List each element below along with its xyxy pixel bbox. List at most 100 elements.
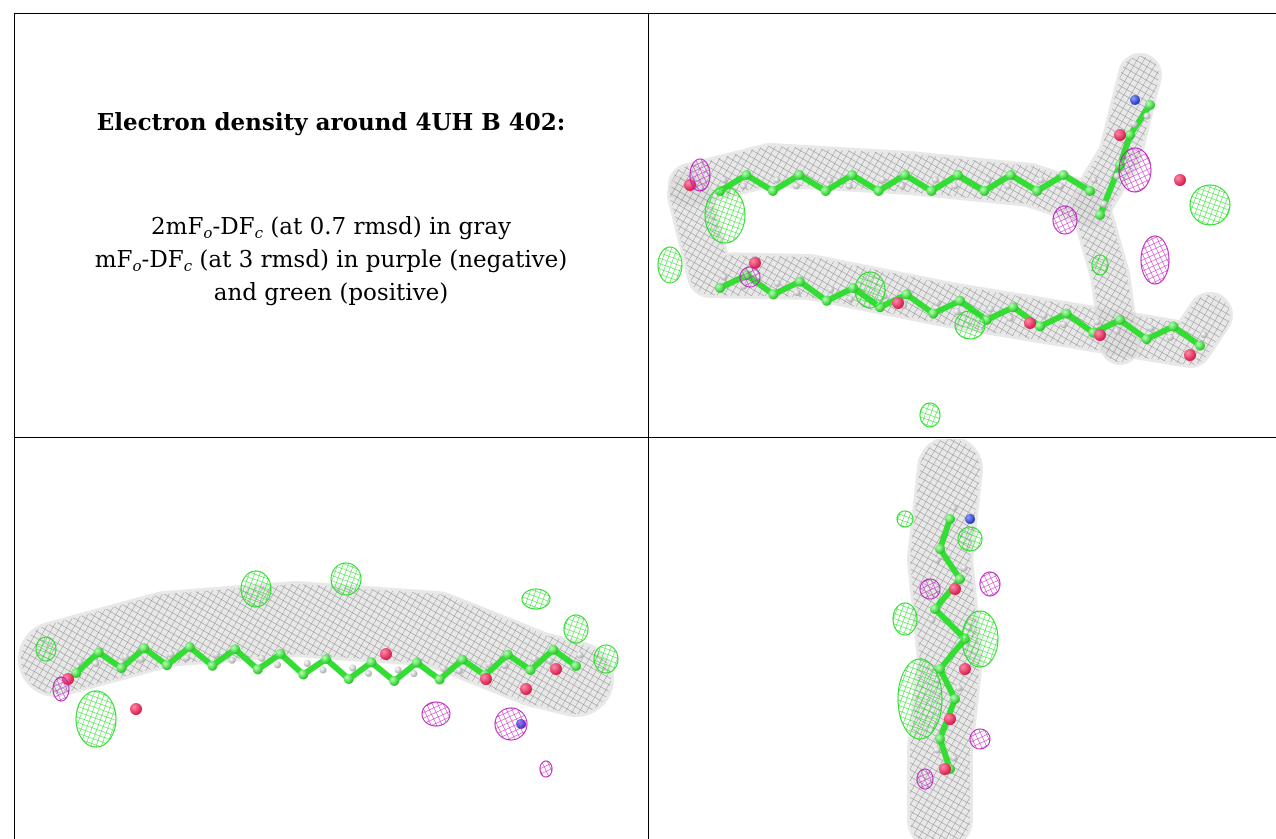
hydrogen-atom [931, 176, 939, 184]
negative-density-blob [539, 760, 553, 778]
hydrogen-atom [933, 299, 941, 307]
carbon-atom [955, 574, 965, 584]
hydrogen-atom [846, 295, 854, 303]
carbon-atom [795, 276, 805, 287]
hydrogen-atom [1143, 112, 1151, 120]
positive-density-blob [954, 310, 986, 340]
carbon-atom [1168, 321, 1179, 332]
hydrogen-atom [531, 655, 539, 663]
positive-density-blob [961, 610, 999, 668]
caption-legend: 2mFo-DFc (at 0.7 rmsd) in gray mFo-DFc (… [14, 211, 648, 310]
hydrogen-atom [953, 308, 961, 316]
carbon-atom [873, 186, 884, 196]
hydrogen-atom [827, 286, 835, 294]
carbon-atom [1005, 170, 1016, 180]
hydrogen-atom [898, 182, 906, 190]
hydrogen-atom [792, 182, 800, 190]
hydrogen-atom [1113, 327, 1121, 335]
carbon-atom [1058, 170, 1069, 180]
positive-density-blob [35, 636, 57, 662]
positive-density-blob [330, 562, 362, 596]
hydrogen-atom [485, 660, 493, 668]
hydrogen-atom [928, 616, 936, 624]
carbon-atom [926, 186, 937, 196]
oxygen-atom [959, 663, 971, 675]
negative-density-blob [52, 676, 70, 702]
positive-density-blob [896, 510, 914, 528]
positive-density-blob [957, 526, 983, 552]
carbon-atom [116, 663, 127, 674]
carbon-atom [298, 669, 309, 680]
carbon-atom [767, 186, 778, 196]
hydrogen-atom [960, 564, 968, 572]
carbon-atom [821, 295, 832, 306]
hydrogen-atom [1200, 331, 1208, 339]
positive-density-blob [897, 658, 943, 740]
hydrogen-atom [933, 746, 941, 754]
hydrogen-atom [364, 669, 372, 677]
negative-density-blob [421, 701, 451, 727]
carbon-atom [952, 170, 963, 180]
carbon-atom [1035, 321, 1045, 332]
hydrogen-atom [720, 273, 728, 281]
carbon-atom [768, 289, 779, 300]
nitrogen-atom [965, 514, 975, 524]
negative-density-blob [969, 728, 991, 750]
table-top-border [14, 13, 1276, 14]
positive-density-blob [1189, 184, 1231, 226]
negative-density-blob [689, 158, 711, 192]
legend-line-positive: and green (positive) [213, 280, 449, 306]
positive-density-blob [704, 186, 746, 244]
hydrogen-atom [984, 176, 992, 184]
positive-density-blob [75, 690, 117, 748]
carbon-chain-head [1097, 103, 1153, 217]
carbon-atom [901, 289, 912, 300]
hydrogen-atom [455, 667, 463, 675]
hydrogen-atom [1100, 200, 1108, 208]
carbon-atom [1032, 186, 1043, 196]
positive-density-blob [919, 402, 941, 428]
hydrogen-atom [258, 654, 266, 662]
carbon-atom [139, 643, 150, 654]
hydrogen-atom [440, 665, 448, 673]
carbon-atom [366, 657, 377, 668]
carbon-atom [411, 657, 422, 668]
hydrogen-atom [228, 656, 236, 664]
carbon-atom [741, 170, 752, 180]
hydrogen-atom [720, 176, 728, 184]
oxygen-atom [1024, 317, 1036, 329]
hydrogen-atom [933, 556, 941, 564]
carbon-atom [93, 647, 104, 658]
positive-density-blob [854, 271, 886, 309]
hydrogen-atom [879, 176, 887, 184]
density-mesh-side [21, 584, 611, 714]
carbon-atom [930, 604, 940, 614]
legend-line-difference: mFo-DFc (at 3 rmsd) in purple (negative) [94, 247, 568, 275]
carbon-atom [1008, 302, 1019, 313]
carbon-atom [161, 660, 172, 671]
nitrogen-atom [1130, 95, 1140, 105]
table-left-border [14, 13, 15, 839]
hydrogen-atom [950, 504, 958, 512]
density-render-side [18, 562, 619, 778]
hydrogen-atom [576, 651, 584, 659]
negative-density-blob [916, 768, 934, 790]
hydrogen-atom [955, 684, 963, 692]
negative-density-blob [919, 578, 941, 600]
carbon-atom [935, 664, 945, 674]
carbon-atom [321, 654, 331, 665]
hydrogen-atom [1166, 333, 1174, 341]
hydrogen-atom [950, 754, 958, 762]
carbon-atom [275, 648, 286, 659]
hydrogen-atom [1147, 324, 1155, 332]
hydrogen-atom [137, 655, 145, 663]
hydrogen-atom [349, 664, 357, 672]
positive-density-blob [563, 614, 589, 644]
hydrogen-atom [773, 279, 781, 287]
hydrogen-atom [319, 666, 327, 674]
carbon-atom [1115, 315, 1125, 325]
negative-density-blob [1118, 147, 1152, 193]
density-mesh-upper [671, 56, 1159, 224]
oxygen-atom [550, 663, 562, 675]
hydrogen-atom [303, 660, 311, 668]
